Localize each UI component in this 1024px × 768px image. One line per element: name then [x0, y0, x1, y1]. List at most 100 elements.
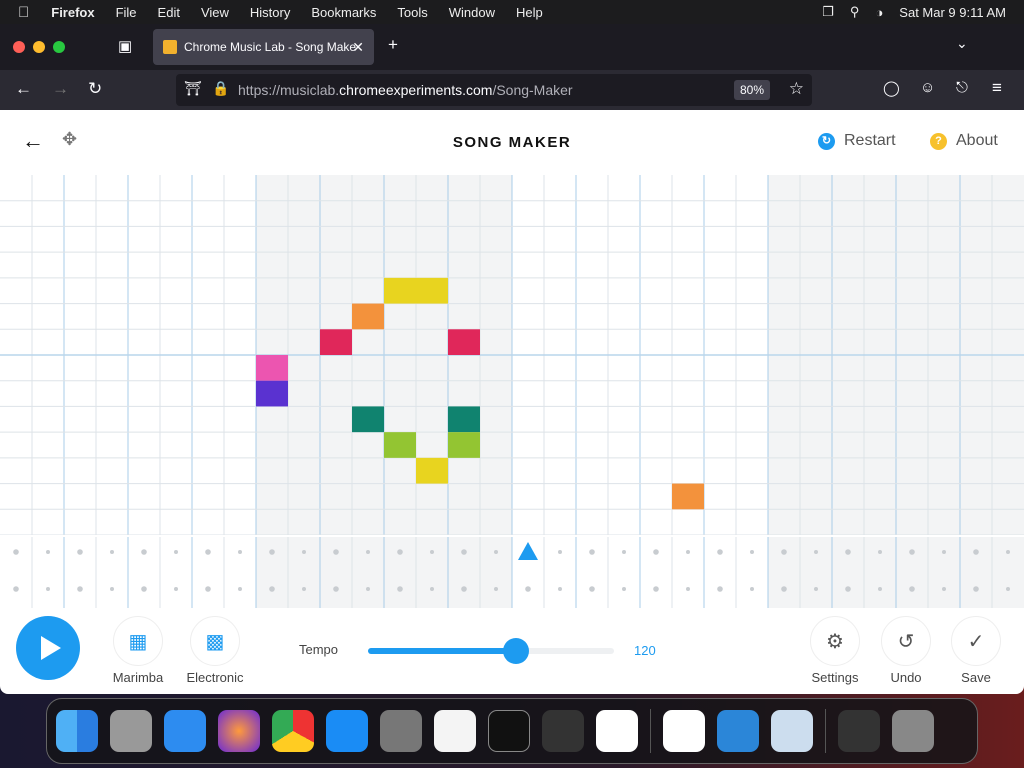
percussion-dot [653, 586, 659, 592]
song-maker-page: ← ✥ SONG MAKER ↻ Restart ? About ▦ Marimba… [0, 110, 1024, 694]
save-button[interactable]: ✓ [951, 616, 1001, 666]
percussion-dot [333, 549, 339, 555]
percussion-dot [174, 587, 178, 591]
note [672, 483, 704, 510]
tab-title: Chrome Music Lab - Song Make [184, 40, 357, 54]
settings-button[interactable]: ⚙ [810, 616, 860, 666]
app-store-icon[interactable] [326, 710, 368, 752]
percussion-dot [46, 587, 50, 591]
chrome-icon[interactable] [272, 710, 314, 752]
percussion-dot [1006, 587, 1010, 591]
menu-view[interactable]: View [189, 4, 229, 20]
percussion-dot [942, 550, 946, 554]
percussion-dot [558, 550, 562, 554]
percussion-dot [973, 549, 979, 555]
percussion-button[interactable]: ▩ [190, 616, 240, 666]
tempo-value: 120 [634, 643, 656, 658]
weather-icon[interactable] [717, 710, 759, 752]
percussion-dot [909, 586, 915, 592]
percussion-dot [717, 586, 723, 592]
menu-app[interactable]: Firefox [40, 4, 94, 20]
about-button[interactable]: ? About [930, 132, 998, 150]
tempo-slider[interactable] [368, 638, 614, 664]
nav-bar: ← → ↻ ⛩ 🔒 https://musiclab. chromeexperim… [0, 70, 1024, 110]
percussion-dot [205, 586, 211, 592]
extensions-icon[interactable]: ⎋ [956, 79, 968, 96]
melody-grid[interactable] [0, 175, 1024, 535]
menu-history[interactable]: History [238, 4, 290, 20]
percussion-dot [622, 550, 626, 554]
note [352, 303, 384, 330]
back-arrow-icon[interactable]: ← [22, 128, 44, 153]
url-path: /Song-Maker [492, 82, 573, 98]
menu-bar:  Firefox File Edit View History Bookmar… [0, 0, 1024, 24]
new-tab-icon[interactable]: + [388, 35, 398, 54]
percussion-dot [13, 549, 19, 555]
zoom-level[interactable]: 80% [733, 80, 770, 100]
downloads-stack-icon[interactable] [838, 710, 880, 752]
control-center-icon[interactable]: ◑ [875, 4, 884, 20]
firefox-icon[interactable] [218, 710, 260, 752]
menu-icon[interactable]: ≡ [992, 78, 1002, 97]
bookmark-star-icon[interactable]: ☆ [788, 79, 804, 98]
settings-label: Settings [811, 670, 859, 685]
lock-icon[interactable]: 🔒 [212, 80, 230, 96]
percussion-dot [205, 549, 211, 555]
spotlight-icon[interactable]: ⚲ [849, 4, 860, 19]
safari-icon[interactable] [164, 710, 206, 752]
menu-help[interactable]: Help [504, 4, 543, 20]
reload-icon[interactable]: ↻ [88, 79, 103, 98]
restart-button[interactable]: ↻ Restart [818, 132, 896, 150]
apple-icon[interactable]:  [18, 4, 29, 21]
zoom-window-button[interactable] [53, 41, 65, 53]
account-icon[interactable]: ☺ [920, 79, 936, 96]
close-tab-icon[interactable]: ✕ [352, 38, 364, 55]
url-bar[interactable]: ⛩ 🔒 https://musiclab. chromeexperiments.c… [176, 74, 812, 106]
vscode-icon[interactable] [596, 710, 638, 752]
list-tabs-chevron-down-icon[interactable]: ⌄ [956, 35, 968, 51]
percussion-dot [141, 549, 147, 555]
terminal-icon[interactable] [488, 710, 530, 752]
menu-file[interactable]: File [104, 4, 137, 20]
pocket-icon[interactable]: ◯ [883, 80, 900, 97]
menu-edit[interactable]: Edit [146, 4, 180, 20]
undo-button[interactable]: ↺ [881, 616, 931, 666]
menu-bookmarks[interactable]: Bookmarks [300, 4, 376, 20]
instrument-button[interactable]: ▦ [113, 616, 163, 666]
minimize-window-button[interactable] [33, 41, 45, 53]
clock[interactable]: Sat Mar 9 9:11 AM [899, 4, 1006, 20]
preview-icon[interactable] [771, 710, 813, 752]
shield-icon[interactable]: ⛩ [184, 80, 202, 96]
dock-divider [650, 709, 651, 753]
percussion-dot [430, 550, 434, 554]
back-icon[interactable]: ← [15, 79, 32, 98]
textedit-icon[interactable] [434, 710, 476, 752]
launchpad-icon[interactable] [110, 710, 152, 752]
close-window-button[interactable] [13, 41, 25, 53]
percussion-dot [494, 587, 498, 591]
tab-overview-icon[interactable]: ▣ [118, 38, 133, 55]
percussion-dot [686, 550, 690, 554]
play-button[interactable] [16, 616, 80, 680]
percussion-dot [845, 586, 851, 592]
system-settings-icon[interactable] [380, 710, 422, 752]
trash-icon[interactable] [892, 710, 934, 752]
menu-tools[interactable]: Tools [386, 4, 427, 20]
tab-song-maker[interactable]: Chrome Music Lab - Song Make ✕ [153, 29, 374, 65]
percussion-dot [973, 586, 979, 592]
tempo-thumb[interactable] [502, 638, 529, 664]
finder-icon[interactable] [56, 710, 98, 752]
visual-studio-icon[interactable] [663, 710, 705, 752]
about-label: About [956, 132, 998, 149]
percussion-dot [238, 550, 242, 554]
menu-window[interactable]: Window [437, 4, 495, 20]
move-icon[interactable]: ✥ [62, 129, 78, 149]
percussion-dot [397, 549, 403, 555]
forward-icon[interactable]: → [52, 79, 69, 98]
screen-mirror-icon[interactable]: ❐ [822, 4, 834, 19]
note [416, 457, 448, 484]
url-prefix: https://musiclab. [238, 82, 340, 98]
note [448, 329, 480, 355]
percussion-grid[interactable] [0, 537, 1024, 608]
garageband-icon[interactable] [542, 710, 584, 752]
